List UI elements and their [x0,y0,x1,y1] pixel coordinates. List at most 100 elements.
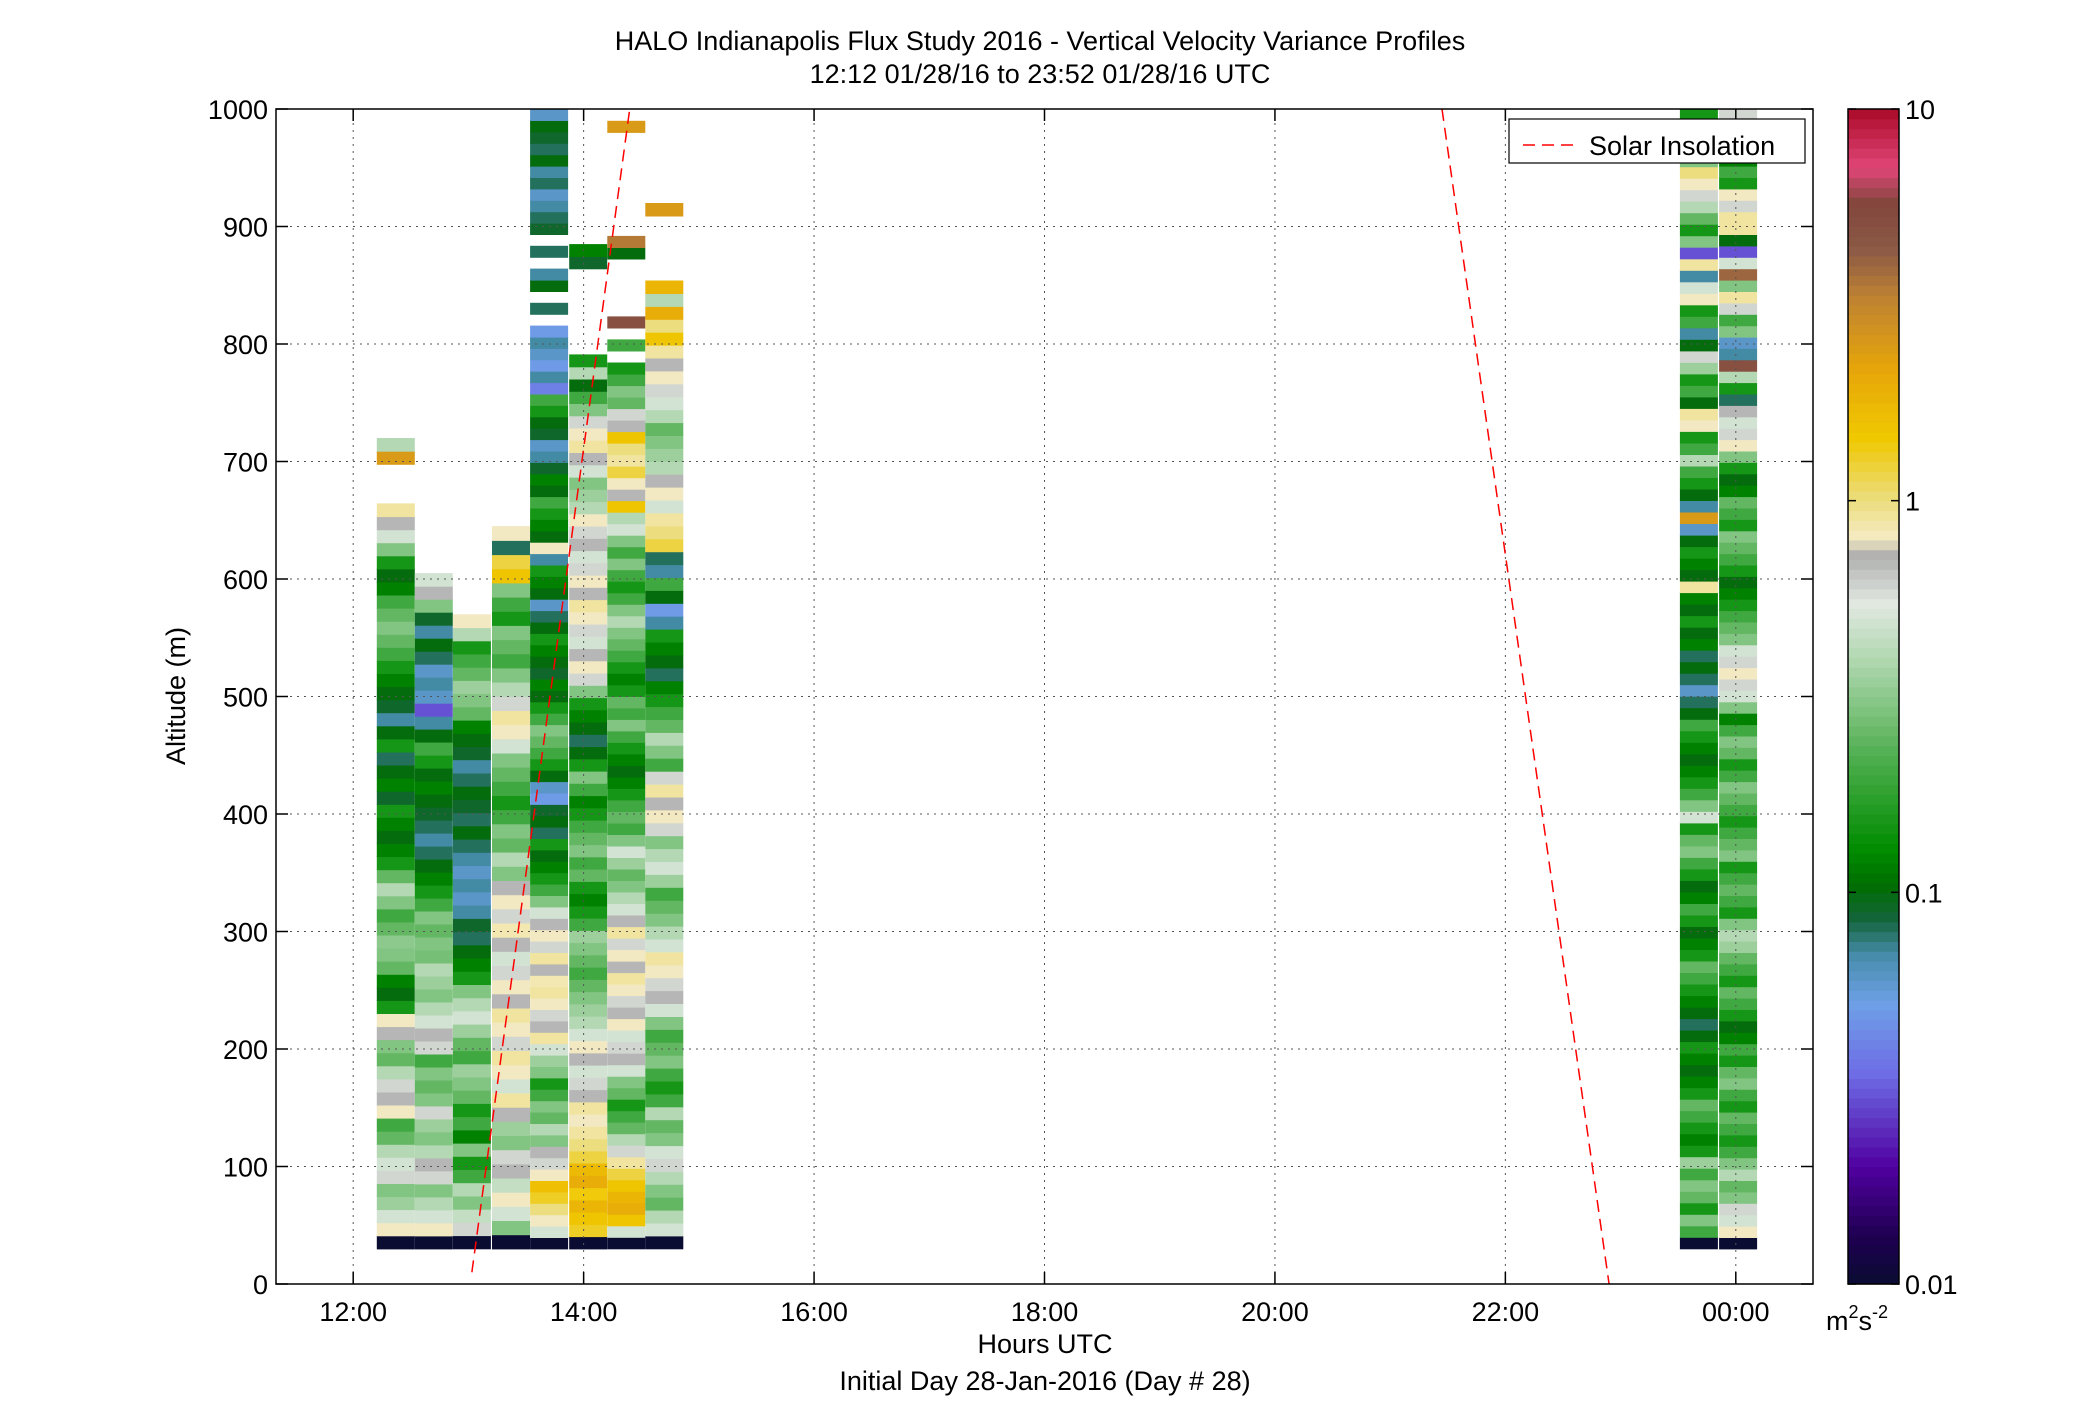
variance-cell [452,786,491,800]
variance-cell [492,880,530,896]
colorbar-segment [1848,892,1899,903]
variance-cell [1679,1237,1718,1250]
variance-cell [414,664,453,678]
colorbar-segment [1848,304,1899,316]
variance-cell [1679,511,1718,524]
variance-cell [414,781,453,795]
variance-cell [492,625,530,641]
variance-cell [1719,485,1758,498]
variance-cell [607,1018,646,1031]
variance-cell [452,1076,491,1091]
variance-cell [1679,247,1718,260]
variance-cell [1679,765,1718,778]
variance-cell [569,1236,608,1250]
variance-cell [1719,234,1758,247]
variance-cell [530,496,569,509]
variance-cell [569,979,608,993]
colorbar-segment [1848,383,1899,394]
variance-cell [1679,638,1718,651]
variance-cell [607,880,646,893]
variance-cell [607,627,646,640]
variance-cell [607,1064,646,1077]
variance-cell [376,660,415,674]
variance-cell [1679,1156,1718,1169]
variance-cell [414,1209,453,1224]
variance-cell [414,1105,453,1120]
variance-cell [376,778,415,792]
variance-cell [645,745,684,759]
colorbar-segment [1848,118,1899,130]
variance-cell [376,516,415,531]
x-tick-label: 18:00 [1011,1297,1079,1327]
variance-cell [1679,166,1718,179]
variance-cell [645,874,684,888]
variance-cell [376,1065,415,1080]
variance-cell [492,908,530,924]
variance-cell [414,573,453,587]
variance-cell [645,461,684,475]
variance-cell [1719,1123,1758,1136]
colorbar-segment [1848,1215,1899,1226]
variance-cell [414,768,453,782]
variance-cell [376,882,415,897]
y-tick-label: 700 [223,448,268,478]
variance-cell [452,772,491,787]
variance-cell [569,1138,608,1152]
colorbar-segment [1848,1244,1899,1256]
variance-cell [1679,730,1718,743]
variance-cell [645,422,684,436]
variance-cell [1679,212,1718,225]
variance-cell [452,746,491,761]
variance-cell [1679,465,1718,478]
colorbar-segment [1848,402,1899,414]
variance-cell [1679,972,1718,985]
variance-cell [569,587,608,601]
variance-cell [569,562,608,576]
variance-cell [530,838,569,851]
colorbar-segment [1848,1029,1899,1040]
colorbar-segment [1848,1019,1899,1031]
colorbar-segment [1848,461,1899,472]
variance-cell [414,1066,453,1081]
variance-cell [530,564,569,577]
variance-cell [492,1022,530,1037]
variance-cell [376,568,415,583]
variance-cell [376,1131,415,1145]
variance-cell [645,396,684,411]
variance-cell [530,1112,569,1124]
colorbar-segment [1848,373,1899,384]
plot-area: 12:00 14:00 16:00 18:00 20:00 22:00 00:00 0 100… [208,95,1814,1327]
variance-cell [645,1210,684,1224]
variance-cell [1679,362,1718,375]
variance-cell [607,408,646,421]
variance-cell [452,1209,491,1223]
variance-cell [1679,1087,1718,1100]
variance-cell [1719,986,1758,999]
variance-cell [1679,604,1718,617]
variance-cell [452,706,491,721]
variance-cell [607,1225,646,1238]
variance-cell [452,653,491,668]
variance-cell [569,574,608,588]
variance-cell [414,703,453,717]
colorbar-units: m2s-2 [1826,1302,1888,1336]
variance-cell [607,489,646,502]
variance-cell [376,751,415,766]
variance-cell [530,701,569,714]
colorbar-segment [1848,951,1899,962]
variance-cell [645,861,684,875]
variance-cell [1719,405,1758,418]
colorbar-segment [1848,275,1899,286]
variance-cell [1679,327,1718,340]
variance-cell [452,865,491,880]
variance-cell [607,765,646,778]
colorbar-segment [1848,647,1899,658]
variance-cell [569,844,608,858]
variance-cell [492,653,530,669]
variance-cell [376,1013,415,1028]
variance-cell [376,843,415,858]
variance-cell [645,1016,684,1030]
variance-cell [645,280,684,294]
variance-cell [376,1222,415,1237]
